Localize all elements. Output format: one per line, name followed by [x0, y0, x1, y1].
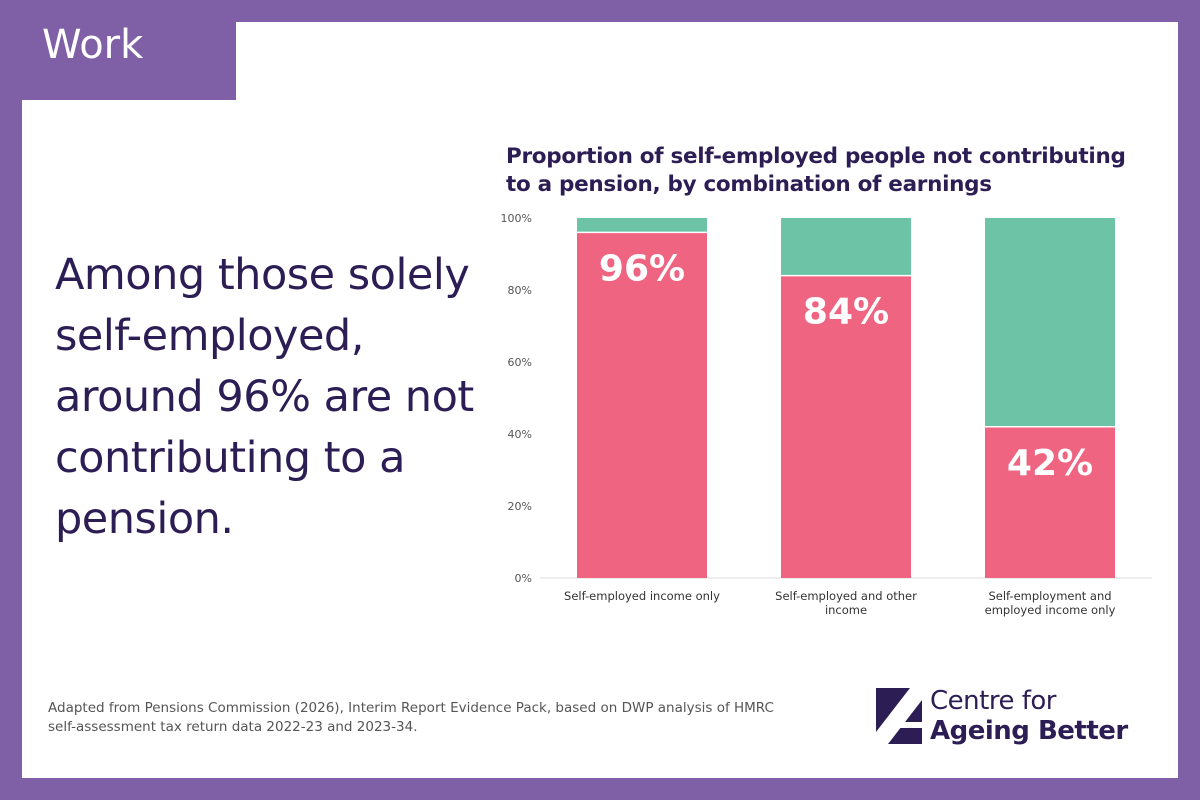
x-category-label: income [825, 603, 867, 617]
bar-contributing [985, 218, 1115, 427]
x-category-label: Self-employed and other [775, 589, 917, 603]
chart-title-line: Proportion of self-employed people not c… [506, 144, 1126, 169]
bar-contributing [577, 218, 707, 233]
y-tick-label: 20% [508, 500, 532, 513]
bar-value-label: 42% [1007, 443, 1093, 484]
bar-contributing [781, 218, 911, 276]
logo-line-2: Ageing Better [930, 716, 1128, 746]
headline-line: self-employed, [55, 311, 364, 361]
chart-title-line: to a pension, by combination of earnings [506, 172, 992, 197]
chart-title: Proportion of self-employed people not c… [506, 143, 1166, 199]
source-line: self-assessment tax return data 2022-23 … [48, 719, 418, 735]
centre-for-ageing-better-logo: Centre for Ageing Better [876, 686, 1166, 746]
logo-wordmark: Centre for Ageing Better [930, 686, 1128, 746]
y-tick-label: 100% [501, 212, 532, 225]
y-tick-label: 0% [515, 572, 532, 585]
bar-not-contributing [985, 426, 1115, 578]
headline-line: Among those solely [55, 250, 470, 300]
bar-not-contributing [781, 275, 911, 578]
bar-not-contributing [577, 232, 707, 578]
section-tag [22, 22, 236, 100]
x-category-label: Self-employed income only [564, 589, 720, 603]
y-tick-label: 60% [508, 356, 532, 369]
headline-line: contributing to a [55, 433, 405, 483]
headline-line: pension. [55, 494, 234, 544]
y-tick-label: 40% [508, 428, 532, 441]
bar-value-label: 96% [599, 248, 685, 289]
headline-line: around 96% are not [55, 372, 474, 422]
logo-mark-icon [876, 688, 922, 744]
section-tag-label: Work [42, 22, 144, 68]
stacked-bar-chart: 0% 20% 40% 60% 80% 100% 96% Self-employed incom… [501, 212, 1152, 617]
headline: Among those solely self-employed, around… [55, 245, 515, 550]
x-category-label: employed income only [985, 603, 1116, 617]
logo-line-1: Centre for [930, 686, 1056, 716]
bar-value-label: 84% [803, 292, 889, 333]
y-tick-label: 80% [508, 284, 532, 297]
x-category-label: Self-employment and [988, 589, 1111, 603]
source-note: Adapted from Pensions Commission (2026),… [48, 699, 868, 737]
source-line: Adapted from Pensions Commission (2026),… [48, 700, 774, 716]
